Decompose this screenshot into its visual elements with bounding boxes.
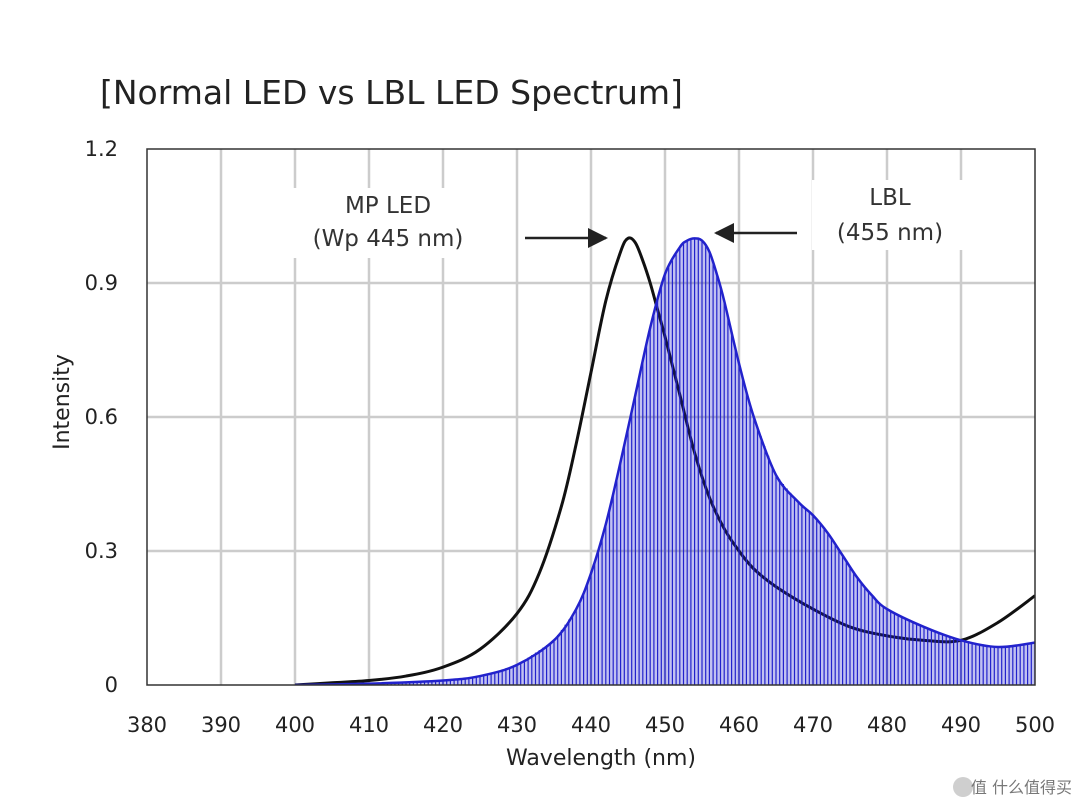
watermark-logo-icon xyxy=(953,777,973,797)
series-layer xyxy=(294,236,1035,685)
y-tick-label: 0 xyxy=(105,673,118,697)
x-tick-label: 480 xyxy=(867,713,907,737)
y-tick-labels: 0 0.3 0.6 0.9 1.2 xyxy=(85,137,118,697)
x-tick-label: 420 xyxy=(423,713,463,737)
x-tick-label: 460 xyxy=(719,713,759,737)
y-axis-label: Intensity xyxy=(50,354,75,450)
x-tick-label: 430 xyxy=(497,713,537,737)
y-tick-label: 0.9 xyxy=(85,271,118,295)
annotation-mp-led-line2: (Wp 445 nm) xyxy=(313,226,464,252)
annotation-lbl-line1: LBL xyxy=(869,185,911,211)
x-axis-label: Wavelength (nm) xyxy=(506,746,696,771)
watermark: 值 什么值得买 xyxy=(953,777,1072,797)
series-line-mp-led xyxy=(294,236,1035,685)
annotation-mp-led: MP LED (Wp 445 nm) xyxy=(288,188,608,258)
x-tick-label: 440 xyxy=(571,713,611,737)
y-tick-label: 1.2 xyxy=(85,137,118,161)
annotation-lbl: LBL (455 nm) xyxy=(714,180,972,250)
x-tick-label: 450 xyxy=(645,713,685,737)
x-tick-label: 400 xyxy=(275,713,315,737)
x-tick-label: 380 xyxy=(127,713,167,737)
x-tick-label: 390 xyxy=(201,713,241,737)
watermark-text: 值 什么值得买 xyxy=(971,778,1072,797)
y-tick-label: 0.6 xyxy=(85,405,118,429)
x-tick-label: 410 xyxy=(349,713,389,737)
series-hatch-lbl xyxy=(298,238,1035,685)
x-tick-labels: 380 390 400 410 420 430 440 450 460 470 480 490 500 xyxy=(127,713,1055,737)
x-tick-label: 500 xyxy=(1015,713,1055,737)
x-tick-label: 470 xyxy=(793,713,833,737)
y-tick-label: 0.3 xyxy=(85,539,118,563)
series-line-lbl xyxy=(294,237,1035,685)
x-tick-label: 490 xyxy=(941,713,981,737)
plot-frame xyxy=(146,148,1036,686)
annotation-lbl-line2: (455 nm) xyxy=(837,220,943,246)
annotation-mp-led-line1: MP LED xyxy=(345,193,431,219)
chart-title: [Normal LED vs LBL LED Spectrum] xyxy=(100,73,683,112)
